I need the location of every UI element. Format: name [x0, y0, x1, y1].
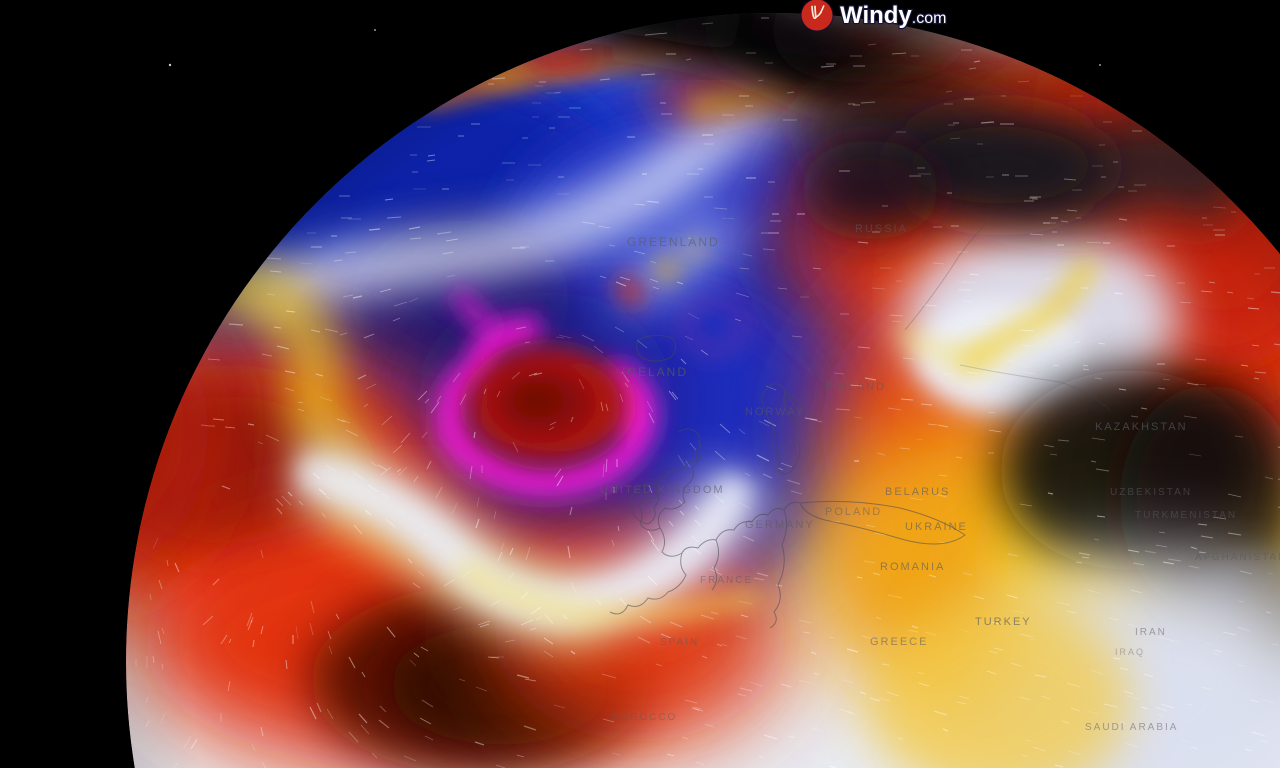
svg-text:UNITED KINGDOM: UNITED KINGDOM: [600, 484, 725, 496]
svg-text:IRAN: IRAN: [1135, 627, 1167, 638]
svg-text:GERMANY: GERMANY: [745, 519, 815, 531]
svg-text:IRAQ: IRAQ: [1115, 647, 1145, 657]
svg-text:KAZAKHSTAN: KAZAKHSTAN: [1095, 421, 1188, 433]
svg-text:GREECE: GREECE: [870, 636, 928, 648]
svg-text:MOROCCO: MOROCCO: [610, 712, 677, 723]
svg-text:TURKEY: TURKEY: [975, 616, 1032, 628]
svg-text:SAUDI ARABIA: SAUDI ARABIA: [1085, 722, 1178, 733]
svg-text:TURKMENISTAN: TURKMENISTAN: [1135, 510, 1237, 521]
svg-text:Windy.com: Windy.com: [840, 2, 946, 29]
svg-text:POLAND: POLAND: [825, 506, 882, 518]
svg-text:FINLAND: FINLAND: [825, 381, 886, 393]
svg-text:AFGHANISTAN: AFGHANISTAN: [1195, 552, 1280, 563]
svg-text:UZBEKISTAN: UZBEKISTAN: [1110, 487, 1192, 498]
svg-text:BELARUS: BELARUS: [885, 486, 950, 498]
svg-text:RUSSIA: RUSSIA: [855, 223, 908, 235]
svg-text:ICELAND: ICELAND: [622, 365, 688, 379]
svg-text:ROMANIA: ROMANIA: [880, 561, 945, 573]
svg-text:SPAIN: SPAIN: [660, 637, 699, 648]
svg-text:NORWAY: NORWAY: [745, 406, 805, 418]
svg-text:UKRAINE: UKRAINE: [905, 521, 968, 533]
svg-text:GREENLAND: GREENLAND: [627, 235, 720, 249]
svg-text:FRANCE: FRANCE: [700, 575, 753, 586]
